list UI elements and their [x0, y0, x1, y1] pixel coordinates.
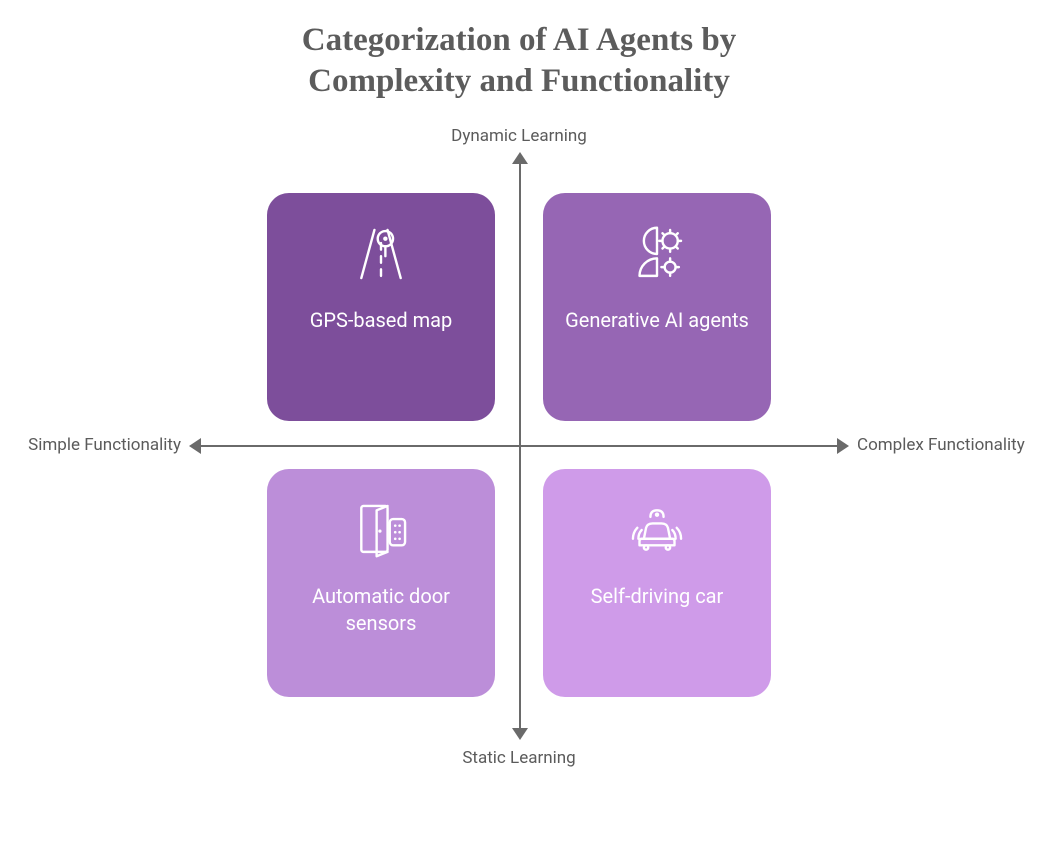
arrowhead-down: [512, 728, 528, 740]
quadrant-diagram: Dynamic Learning Static Learning Simple …: [0, 130, 1038, 858]
axis-label-right: Complex Functionality: [857, 435, 1025, 455]
quadrant-label: Generative AI agents: [547, 307, 767, 334]
arrowhead-right: [837, 438, 849, 454]
door-sensor-icon: [346, 495, 416, 565]
car-signal-icon: [622, 495, 692, 565]
quadrant-top-right: Generative AI agents: [543, 193, 771, 421]
quadrant-top-left: GPS-based map: [267, 193, 495, 421]
quadrant-label: Self-driving car: [573, 583, 742, 610]
axis-vertical: [519, 160, 521, 730]
axis-label-left: Simple Functionality: [28, 435, 181, 455]
axis-label-bottom: Static Learning: [462, 748, 575, 768]
arrowhead-up: [512, 152, 528, 164]
page-title: Categorization of AI Agents by Complexit…: [0, 0, 1038, 103]
person-gear-icon: [622, 219, 692, 289]
title-line-2: Complexity and Functionality: [0, 61, 1038, 102]
quadrant-bottom-left: Automatic door sensors: [267, 469, 495, 697]
axis-label-top: Dynamic Learning: [451, 126, 587, 146]
map-pin-road-icon: [346, 219, 416, 289]
quadrant-label: GPS-based map: [292, 307, 471, 334]
title-line-1: Categorization of AI Agents by: [0, 20, 1038, 61]
quadrant-label: Automatic door sensors: [267, 583, 495, 637]
arrowhead-left: [189, 438, 201, 454]
quadrant-bottom-right: Self-driving car: [543, 469, 771, 697]
